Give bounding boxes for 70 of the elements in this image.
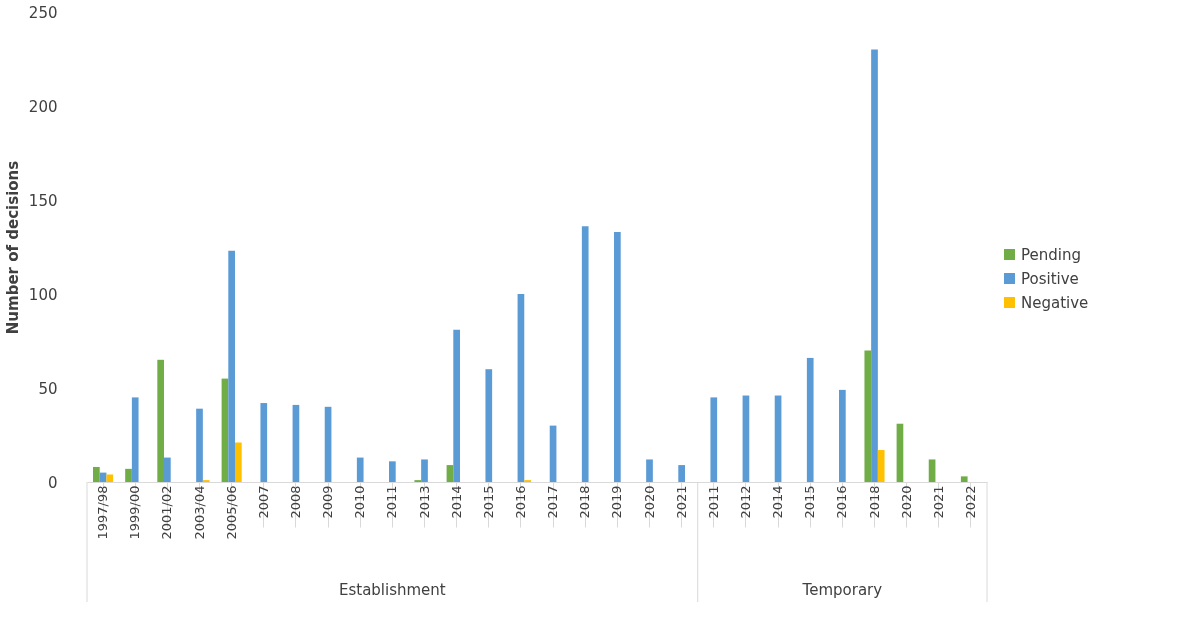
x-tick-label: 2013 xyxy=(416,485,432,519)
x-tick-label: 2008 xyxy=(287,485,303,519)
x-tick-label: 2016 xyxy=(834,485,850,519)
x-tick-label: 2011 xyxy=(384,485,400,519)
bar xyxy=(871,49,878,482)
bar xyxy=(839,389,846,482)
x-tick-label: 2019 xyxy=(609,485,625,519)
legend-label: Negative xyxy=(1021,293,1089,312)
x-tick-label: 2017 xyxy=(545,485,561,519)
x-tick-label: 2011 xyxy=(705,485,721,519)
x-tick-label: 2014 xyxy=(448,485,464,519)
x-tick-label: 2016 xyxy=(512,485,528,519)
x-tick-label: 2015 xyxy=(802,485,818,519)
x-tick-label: 2010 xyxy=(352,485,368,519)
y-tick-label: 250 xyxy=(28,3,58,22)
y-tick-label: 200 xyxy=(28,97,58,116)
y-tick-label: 150 xyxy=(28,191,58,210)
bar xyxy=(485,369,493,482)
bar xyxy=(960,476,968,482)
x-tick-label: 2021 xyxy=(930,485,946,519)
bar xyxy=(710,397,718,482)
x-tick-label: 2007 xyxy=(255,485,271,519)
text: Establishment xyxy=(338,581,446,599)
bar xyxy=(864,350,872,482)
x-tick-label: 2015 xyxy=(480,485,496,519)
x-tick-label: 2022 xyxy=(962,485,978,519)
bar xyxy=(196,408,203,482)
bar xyxy=(806,357,814,482)
bar xyxy=(356,457,364,482)
bar xyxy=(131,397,139,482)
bar xyxy=(614,231,621,482)
text: Temporary xyxy=(801,581,883,599)
x-tick-label: 2009 xyxy=(320,485,336,519)
x-tick-label: 2012 xyxy=(737,485,753,519)
bar xyxy=(517,294,525,482)
bar xyxy=(164,457,171,482)
bar xyxy=(877,450,885,482)
x-tick-label: 2020 xyxy=(898,485,914,519)
legend-label: Pending xyxy=(1021,245,1081,264)
bar xyxy=(581,226,589,482)
x-tick-label: 2021 xyxy=(673,485,689,519)
legend-label: Positive xyxy=(1021,269,1079,288)
bar xyxy=(646,459,653,482)
x-tick-label: 2014 xyxy=(770,485,786,519)
x-tick-label: 2001/02 xyxy=(159,485,175,540)
y-tick-label: 100 xyxy=(28,285,58,304)
bar xyxy=(292,404,300,482)
bar xyxy=(678,465,685,482)
bar xyxy=(228,250,235,482)
bar xyxy=(234,442,242,482)
bar xyxy=(389,461,396,482)
y-tick-label: 50 xyxy=(38,379,58,398)
bar xyxy=(260,403,268,482)
bar xyxy=(453,329,460,482)
x-tick-label: 2003/04 xyxy=(191,485,207,540)
bar xyxy=(106,474,114,482)
bar xyxy=(157,359,165,482)
x-tick-label: 2005/06 xyxy=(223,485,239,540)
y-axis-title: Number of decisions xyxy=(3,160,22,335)
bar xyxy=(928,459,936,482)
bar xyxy=(421,459,428,482)
bar xyxy=(125,468,132,482)
x-tick-label: 1999/00 xyxy=(127,485,143,540)
x-tick-label: 2020 xyxy=(641,485,657,519)
y-tick-label: 0 xyxy=(47,473,58,492)
x-tick-label: 1997/98 xyxy=(95,485,111,540)
bar xyxy=(446,465,454,482)
bar xyxy=(93,466,100,482)
x-tick-label: 2018 xyxy=(577,485,593,519)
x-tick-label: 2018 xyxy=(866,485,882,519)
